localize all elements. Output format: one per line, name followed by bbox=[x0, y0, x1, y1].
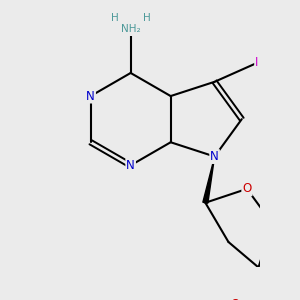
Text: H: H bbox=[143, 13, 151, 22]
Text: NH₂: NH₂ bbox=[121, 24, 140, 34]
Text: H: H bbox=[111, 13, 119, 22]
Text: N: N bbox=[210, 150, 219, 163]
Text: O: O bbox=[242, 182, 252, 195]
Text: I: I bbox=[255, 56, 259, 70]
Polygon shape bbox=[203, 157, 214, 203]
Text: N: N bbox=[126, 159, 135, 172]
Text: O: O bbox=[231, 298, 240, 300]
Text: N: N bbox=[86, 90, 95, 103]
